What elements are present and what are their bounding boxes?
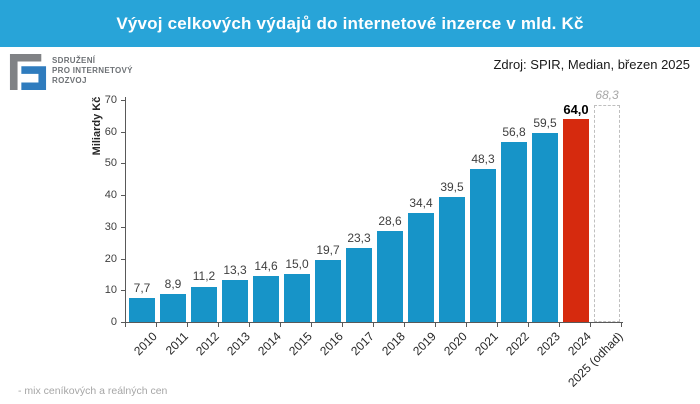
bar-2016	[315, 259, 341, 322]
x-tick-label-text: 2011	[163, 329, 192, 358]
y-tick-label: 30	[104, 221, 117, 233]
x-axis-line	[125, 322, 623, 323]
x-tick	[528, 323, 529, 327]
y-tick-label: 10	[104, 284, 117, 296]
x-tick	[466, 323, 467, 327]
y-tick	[121, 132, 125, 133]
bar-2017	[346, 248, 372, 322]
bar-2024	[563, 119, 589, 322]
y-tick-label: 40	[104, 189, 117, 201]
y-axis-line	[125, 97, 126, 322]
bar-2022	[501, 141, 527, 322]
x-tick-label-text: 2020	[441, 329, 471, 359]
x-tick	[156, 323, 157, 327]
header-band: Vývoj celkových výdajů do internetové in…	[0, 0, 700, 47]
bar-value-2017: 23,3	[347, 231, 371, 246]
x-tick	[125, 323, 126, 327]
bar-2012	[191, 286, 217, 322]
bar-value-2022: 56,8	[502, 124, 526, 139]
x-tick	[590, 323, 591, 327]
x-tick-label-text: 2015	[286, 329, 316, 359]
bar-value-2015: 15,0	[285, 257, 309, 272]
x-tick-label-text: 2014	[255, 329, 285, 359]
x-tick-label-text: 2021	[472, 329, 502, 359]
bar-value-2012: 11,2	[192, 269, 216, 284]
bar-2010	[129, 297, 155, 322]
y-tick-label: 70	[104, 94, 117, 106]
x-tick	[218, 323, 219, 327]
bar-value-2025 (odhad): 68,3	[595, 88, 619, 103]
bar-2023	[532, 133, 558, 322]
x-tick	[187, 323, 188, 327]
chart-title: Vývoj celkových výdajů do internetové in…	[116, 13, 584, 33]
x-tick	[404, 323, 405, 327]
y-tick	[121, 163, 125, 164]
bar-2015	[284, 274, 310, 322]
x-tick	[373, 323, 374, 327]
bar-value-2021: 48,3	[471, 151, 495, 166]
bar-2018	[377, 231, 403, 322]
bar-value-2024: 64,0	[563, 102, 589, 118]
y-tick	[121, 259, 125, 260]
spir-logo-icon	[9, 53, 47, 91]
x-tick	[497, 323, 498, 327]
x-tick	[435, 323, 436, 327]
y-tick	[121, 100, 125, 101]
bar-value-2011: 8,9	[164, 276, 182, 291]
y-tick	[121, 322, 125, 323]
x-tick-label-text: 2023	[534, 329, 564, 359]
y-tick-label: 0	[110, 316, 117, 328]
spir-logo-text: SDRUŽENÍ PRO INTERNETOVÝ ROZVOJ	[52, 56, 133, 86]
x-tick	[249, 323, 250, 327]
x-tick	[311, 323, 312, 327]
bar-2014	[253, 275, 279, 322]
bar-2025 (odhad)	[594, 105, 620, 322]
bar-value-2016: 19,7	[316, 242, 340, 257]
x-tick-label-text: 2013	[224, 329, 254, 359]
x-tick-label-text: 2019	[410, 329, 440, 359]
x-tick-label-text: 2012	[193, 329, 223, 359]
bar-2013	[222, 279, 248, 322]
bar-value-2020: 39,5	[440, 179, 464, 194]
y-tick	[121, 227, 125, 228]
bar-value-2010: 7,7	[133, 280, 151, 295]
logo-line-3: ROZVOJ	[52, 76, 87, 85]
x-tick	[621, 323, 622, 327]
y-tick-label: 60	[104, 126, 117, 138]
bar-value-2019: 34,4	[409, 195, 433, 210]
bar-2011	[160, 293, 186, 322]
bar-value-2014: 14,6	[254, 258, 278, 273]
x-tick-label-text: 2010	[131, 329, 161, 359]
y-tick-label: 20	[104, 253, 117, 265]
x-tick-label-text: 2018	[379, 329, 409, 359]
logo-line-2: PRO INTERNETOVÝ	[52, 66, 133, 75]
y-tick	[121, 195, 125, 196]
bar-value-2013: 13,3	[223, 262, 247, 277]
bar-value-2023: 59,5	[533, 116, 557, 131]
x-tick-label-text: 2016	[317, 329, 347, 359]
y-tick	[121, 290, 125, 291]
x-tick	[559, 323, 560, 327]
x-tick-label-text: 2024	[565, 329, 595, 359]
y-tick-label: 50	[104, 157, 117, 169]
spir-logo: SDRUŽENÍ PRO INTERNETOVÝ ROZVOJ	[9, 53, 133, 91]
source-note: Zdroj: SPIR, Median, březen 2025	[493, 57, 690, 72]
x-tick-label-text: 2022	[503, 329, 533, 359]
bar-2019	[408, 212, 434, 322]
bar-2020	[439, 196, 465, 322]
footnote: - mix ceníkových a reálných cen	[18, 385, 168, 397]
bar-2021	[470, 168, 496, 322]
x-tick	[342, 323, 343, 327]
x-tick-label-text: 2017	[348, 329, 378, 359]
bar-value-2018: 28,6	[378, 214, 402, 229]
logo-line-1: SDRUŽENÍ	[52, 56, 96, 65]
x-tick	[280, 323, 281, 327]
